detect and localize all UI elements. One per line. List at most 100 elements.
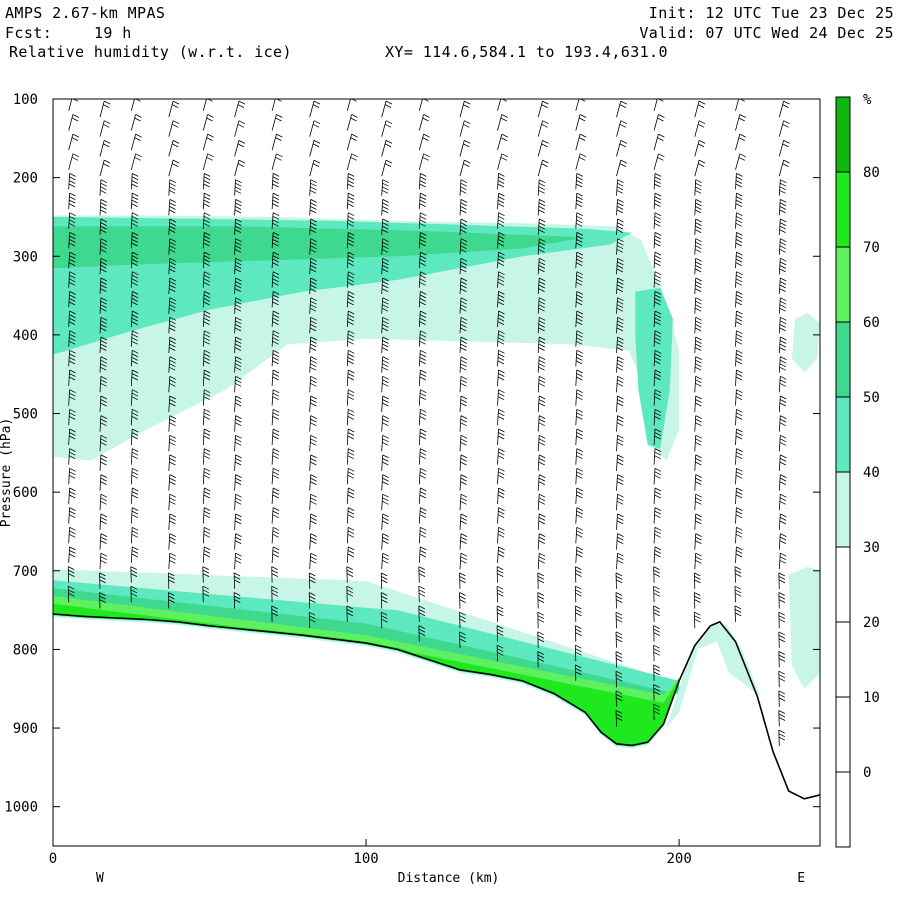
- wind-barb: [233, 572, 241, 589]
- wind-barb: [130, 133, 142, 151]
- wind-barb: [309, 100, 321, 118]
- wind-barb: [459, 572, 466, 589]
- wind-barb: [778, 277, 787, 295]
- wind-barb: [168, 277, 176, 295]
- wind-barb: [381, 533, 389, 550]
- wind-barb: [497, 546, 505, 563]
- wind-barb: [615, 631, 623, 648]
- rh-region-ridge-30: [666, 624, 761, 729]
- wind-barb: [271, 99, 282, 111]
- wind-barb-column: [496, 99, 508, 662]
- wind-barb: [575, 212, 583, 229]
- wind-barb: [271, 251, 280, 269]
- wind-barb: [694, 336, 702, 354]
- wind-barb: [381, 100, 393, 118]
- wind-barb: [99, 297, 108, 314]
- wind-barb: [99, 592, 106, 609]
- wind-barb: [271, 467, 280, 485]
- colorbar-swatch: [836, 397, 850, 472]
- wind-barb: [735, 173, 743, 190]
- wind-barb: [168, 375, 176, 393]
- wind-barb: [497, 291, 505, 308]
- wind-barb: [418, 251, 427, 269]
- wind-barb: [234, 100, 246, 118]
- wind-barb: [68, 507, 76, 524]
- wind-barb: [735, 330, 743, 347]
- wind-barb: [653, 467, 662, 485]
- wind-barb: [616, 493, 624, 511]
- wind-barb: [459, 336, 468, 354]
- wind-barb: [346, 271, 355, 288]
- wind-barb: [497, 467, 505, 485]
- wind-barb: [459, 454, 468, 471]
- colorbar-label: 40: [863, 465, 880, 481]
- wind-barb: [575, 389, 583, 406]
- wind-barb: [381, 199, 389, 216]
- wind-barb: [381, 218, 389, 236]
- wind-barb: [99, 316, 108, 334]
- wind-barb: [575, 546, 583, 563]
- wind-barb: [381, 474, 389, 491]
- colorbar-swatch: [836, 322, 850, 397]
- wind-barb: [459, 297, 468, 314]
- wind-barb: [459, 474, 468, 491]
- wind-barb: [308, 592, 316, 609]
- wind-barb: [168, 316, 176, 334]
- wind-barb: [653, 330, 662, 347]
- x-end-label-east: E: [797, 871, 805, 886]
- wind-barb: [346, 232, 355, 249]
- wind-barb-column: [346, 99, 358, 622]
- wind-barb: [346, 605, 354, 622]
- wind-barb: [99, 218, 108, 236]
- wind-barb: [497, 389, 505, 406]
- wind-barb: [99, 493, 108, 511]
- wind-barb: [653, 625, 660, 642]
- wind-barb: [653, 153, 665, 170]
- wind-barb: [271, 389, 280, 406]
- wind-barb: [735, 251, 743, 269]
- wind-barb: [99, 238, 108, 255]
- humidity-fill-layer: [53, 215, 820, 749]
- wind-barb: [459, 552, 468, 570]
- wind-barb-column: [693, 100, 706, 629]
- wind-barb: [346, 330, 355, 347]
- wind-barb: [202, 330, 211, 347]
- wind-barb: [778, 316, 787, 334]
- wind-barb: [694, 474, 702, 491]
- axes: 100 200 300 400 500 600 700 800 900 1000 0 100 200 Di…: [0, 92, 820, 886]
- wind-barb: [496, 644, 504, 662]
- forecast-value: 19 h: [94, 24, 132, 42]
- wind-barb: [130, 487, 139, 505]
- wind-barb-column: [202, 99, 214, 603]
- wind-barb: [381, 552, 389, 570]
- wind-barb: [616, 199, 624, 216]
- wind-barb: [271, 566, 279, 583]
- wind-barb: [68, 330, 76, 347]
- wind-barb: [68, 99, 79, 111]
- wind-barb: [735, 389, 743, 406]
- wind-barb: [735, 153, 746, 170]
- wind-barb: [271, 133, 283, 151]
- wind-barb: [271, 114, 283, 131]
- wind-barb: [271, 428, 280, 446]
- wind-barb: [537, 651, 545, 668]
- wind-barb: [381, 159, 393, 177]
- wind-barb: [381, 395, 389, 413]
- wind-barb: [694, 199, 702, 216]
- wind-barb: [271, 369, 280, 387]
- wind-barb: [346, 212, 355, 229]
- wind-barb: [271, 192, 280, 210]
- colorbar-swatch: [836, 172, 850, 247]
- wind-barb-column: [615, 100, 627, 727]
- wind-barb: [653, 114, 665, 131]
- wind-barb: [271, 310, 280, 328]
- colorbar-label: 0: [863, 765, 871, 781]
- wind-barb: [234, 218, 242, 236]
- wind-barb: [735, 408, 743, 426]
- wind-barb: [778, 100, 790, 118]
- wind-barb: [381, 356, 389, 373]
- wind-barb: [694, 120, 706, 137]
- wind-barb-column: [308, 100, 321, 629]
- wind-barb: [537, 493, 546, 511]
- wind-barb: [168, 120, 180, 137]
